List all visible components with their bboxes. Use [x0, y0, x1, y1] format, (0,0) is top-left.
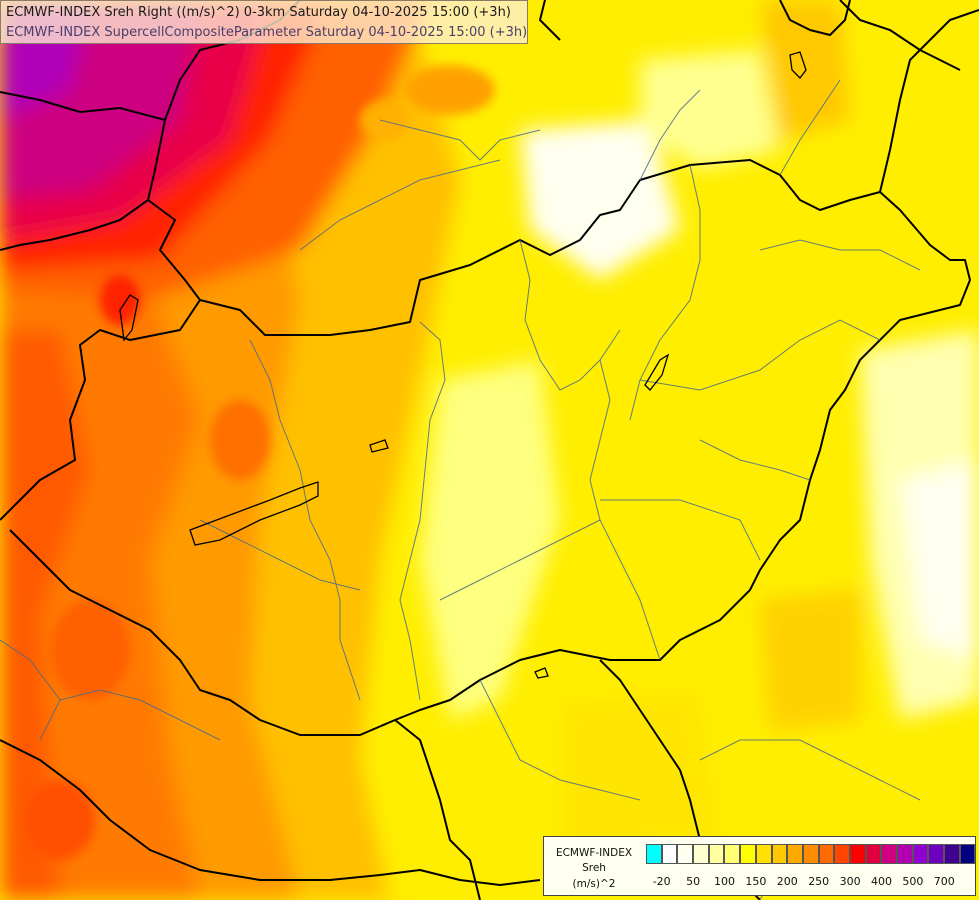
legend-swatch — [693, 844, 709, 864]
color-legend: ECMWF-INDEX Sreh (m/s)^2 -20 50 100 150 200 2… — [543, 836, 976, 896]
legend-swatch — [928, 844, 945, 864]
legend-swatch — [661, 844, 678, 864]
legend-swatch — [944, 844, 960, 864]
legend-tick-label: 400 — [871, 875, 892, 888]
legend-swatch — [834, 844, 850, 864]
legend-tick-label: 150 — [745, 875, 767, 888]
legend-swatch — [708, 844, 725, 864]
map-title-sreh: ECMWF-INDEX Sreh Right ((m/s)^2) 0-3km S… — [6, 5, 511, 20]
map-title-scp: ECMWF-INDEX SupercellCompositeParameter … — [6, 25, 528, 40]
legend-tick-label: 500 — [902, 875, 924, 888]
legend-swatch — [865, 844, 882, 864]
legend-tick-label: -20 — [652, 875, 671, 888]
legend-swatch — [818, 844, 835, 864]
legend-tick-label: 700 — [933, 875, 955, 888]
legend-swatch — [959, 844, 976, 864]
legend-swatch — [787, 844, 803, 864]
legend-tick-label: 250 — [808, 875, 830, 888]
legend-title-unit: (m/s)^2 — [572, 878, 616, 890]
legend-tick-label: 300 — [839, 875, 861, 888]
map-title-box: ECMWF-INDEX Sreh Right ((m/s)^2) 0-3km S… — [0, 0, 528, 44]
legend-swatches — [646, 844, 976, 864]
legend-swatch — [740, 844, 756, 864]
legend-tick-label: 100 — [714, 875, 735, 888]
legend-swatch — [755, 844, 772, 864]
legend-swatch — [897, 844, 913, 864]
legend-swatch — [771, 844, 788, 864]
lakes — [119, 51, 807, 679]
legend-swatch — [912, 844, 929, 864]
legend-swatch — [849, 844, 866, 864]
legend-title-variable: Sreh — [582, 862, 606, 874]
legend-swatch — [646, 844, 662, 864]
legend-swatch — [881, 844, 897, 864]
legend-tick-label: 200 — [776, 875, 798, 888]
legend-swatch — [724, 844, 741, 864]
legend-tick-label: 50 — [686, 875, 701, 888]
legend-swatch — [802, 844, 819, 864]
legend-title-model: ECMWF-INDEX — [555, 847, 633, 859]
legend-swatch — [677, 844, 694, 864]
